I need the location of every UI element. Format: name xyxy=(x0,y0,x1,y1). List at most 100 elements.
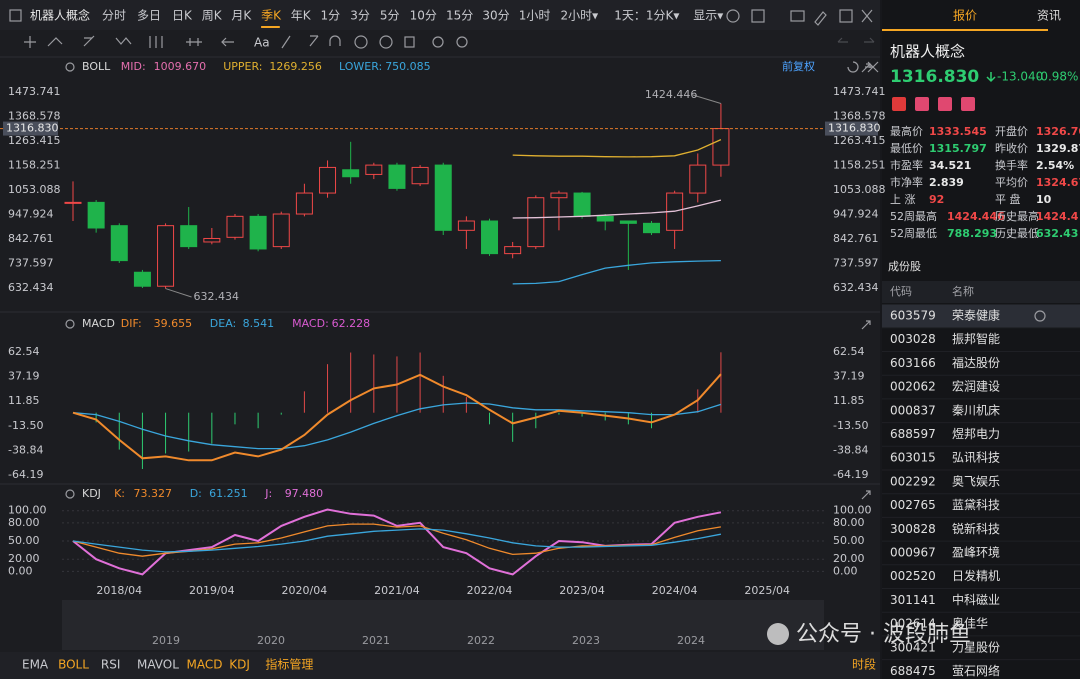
period-tab[interactable]: 分时 xyxy=(102,9,126,23)
tool-icon[interactable] xyxy=(329,35,341,46)
table-cell[interactable]: 奥飞娱乐 xyxy=(952,474,1000,488)
table-cell[interactable]: 000837 xyxy=(890,403,936,417)
period-tab[interactable]: 周K xyxy=(202,9,223,23)
period-tab[interactable]: 显示▾ xyxy=(693,9,723,23)
table-cell[interactable]: 603579 xyxy=(890,309,936,323)
table-cell[interactable]: 弘讯科技 xyxy=(952,451,1000,465)
indicator-tab[interactable]: MACD xyxy=(187,658,223,672)
redo-icon[interactable] xyxy=(864,37,875,43)
badge-icon[interactable] xyxy=(938,97,952,111)
session-tab[interactable]: 时段 xyxy=(852,657,876,672)
panel-tab[interactable]: 资讯 xyxy=(1037,9,1061,23)
badge-icon[interactable] xyxy=(961,97,975,111)
period-tab[interactable]: 10分 xyxy=(410,9,437,23)
adjust[interactable]: 前复权 xyxy=(782,59,815,73)
tool-icon[interactable] xyxy=(47,37,63,47)
indicator-tab[interactable]: KDJ xyxy=(229,658,250,672)
period-tab[interactable]: 日K xyxy=(172,9,193,23)
symbol-icon[interactable] xyxy=(9,9,22,22)
tool-icon[interactable] xyxy=(83,35,95,47)
period-tab[interactable]: 季K xyxy=(261,9,282,23)
table-cell[interactable]: 秦川机床 xyxy=(952,403,1000,417)
tool-icon[interactable] xyxy=(24,36,36,48)
table-cell[interactable]: 002765 xyxy=(890,498,936,512)
table-cell[interactable]: 宏润建设 xyxy=(952,379,1000,394)
table-cell[interactable]: 003028 xyxy=(890,332,936,346)
period-tab[interactable]: 1分 xyxy=(321,9,341,23)
undo-icon[interactable] xyxy=(837,37,848,43)
tool-icon[interactable] xyxy=(309,35,319,47)
table-cell[interactable]: 锐新科技 xyxy=(952,521,1000,536)
table-cell[interactable]: 603015 xyxy=(890,451,936,465)
panel-icon[interactable] xyxy=(861,320,871,330)
indicator-tab[interactable]: MAVOL xyxy=(137,658,179,672)
table-cell[interactable]: 福达股份 xyxy=(952,355,1000,370)
settings-icon[interactable] xyxy=(726,9,740,23)
table-cell[interactable]: 688475 xyxy=(890,664,936,678)
table-cell[interactable]: 688597 xyxy=(890,427,936,441)
tool-icon[interactable] xyxy=(186,38,202,46)
gear-icon[interactable] xyxy=(65,62,75,72)
panel-tab[interactable]: 报价 xyxy=(953,8,977,23)
table-cell[interactable]: 中科磁业 xyxy=(952,592,1000,607)
tool-icon[interactable] xyxy=(221,37,234,47)
tool-icon[interactable] xyxy=(281,35,291,49)
table-cell[interactable]: 000967 xyxy=(890,546,936,560)
table-cell[interactable]: 300828 xyxy=(890,522,936,536)
selected-row[interactable] xyxy=(882,304,1080,328)
tool-icon[interactable] xyxy=(115,37,132,45)
table-cell[interactable]: 002292 xyxy=(890,474,936,488)
table-cell[interactable]: 603166 xyxy=(890,356,936,370)
panel-icon[interactable] xyxy=(861,490,871,500)
table-cell[interactable]: 煜邦电力 xyxy=(952,427,1000,441)
table-cell[interactable]: 002614 xyxy=(890,617,936,631)
table-cell[interactable]: 002520 xyxy=(890,569,936,583)
tool-icon[interactable] xyxy=(404,36,415,48)
period-tab[interactable]: 2小时▾ xyxy=(561,9,599,23)
indicator-tab[interactable]: RSI xyxy=(101,658,121,672)
period-tab[interactable]: 1天：1分K▾ xyxy=(614,9,679,23)
period-tab[interactable]: 3分 xyxy=(350,9,370,23)
layout-icon[interactable] xyxy=(751,9,765,23)
indicator-tab[interactable]: EMA xyxy=(22,658,49,672)
panel-icon[interactable] xyxy=(847,61,859,73)
tool-icon[interactable] xyxy=(432,36,444,48)
table-cell[interactable]: 300421 xyxy=(890,640,936,654)
period-tab[interactable]: 5分 xyxy=(380,9,400,23)
period-tab[interactable]: 月K xyxy=(231,9,252,23)
close-icon[interactable] xyxy=(861,9,873,23)
tool-icon[interactable] xyxy=(149,36,163,48)
period-tab[interactable]: 多日 xyxy=(137,9,161,23)
panel-icon[interactable] xyxy=(861,63,871,73)
grid-icon[interactable] xyxy=(839,9,853,23)
table-cell[interactable]: 盈峰环境 xyxy=(952,545,1000,560)
badge-icon[interactable] xyxy=(915,97,929,111)
period-tab[interactable]: 年K xyxy=(291,9,312,23)
tool-icon[interactable]: Aa xyxy=(254,36,270,50)
camera-icon[interactable] xyxy=(790,10,805,22)
period-tab[interactable]: 15分 xyxy=(446,9,473,23)
pen-icon[interactable] xyxy=(814,11,827,26)
table-cell[interactable]: 蓝黛科技 xyxy=(952,498,1000,512)
table-cell[interactable]: 002062 xyxy=(890,380,936,394)
row-icon[interactable] xyxy=(1034,310,1046,322)
indicator-tab[interactable]: 指标管理 xyxy=(265,657,313,672)
indicator-tab[interactable]: BOLL xyxy=(58,658,89,672)
table-cell[interactable]: 力星股份 xyxy=(952,640,1000,654)
tool-icon[interactable] xyxy=(379,35,393,49)
table-cell[interactable]: 日发精机 xyxy=(952,568,1000,583)
navigator[interactable] xyxy=(62,600,824,650)
tool-icon[interactable] xyxy=(354,35,368,49)
gear-icon[interactable] xyxy=(65,489,75,499)
table-cell[interactable]: 萤石网络 xyxy=(952,663,1000,678)
table-cell[interactable]: 荣泰健康 xyxy=(952,308,1000,323)
badge-icon[interactable] xyxy=(892,97,906,111)
table-cell[interactable]: 301141 xyxy=(890,593,936,607)
table-cell[interactable]: 奥佳华 xyxy=(952,617,988,631)
tool-icon[interactable] xyxy=(456,36,468,48)
symbol[interactable]: 机器人概念 xyxy=(30,8,90,23)
period-tab[interactable]: 1小时 xyxy=(519,9,551,23)
period-tab[interactable]: 30分 xyxy=(482,9,509,23)
table-cell[interactable]: 振邦智能 xyxy=(952,331,1000,346)
gear-icon[interactable] xyxy=(65,319,75,329)
